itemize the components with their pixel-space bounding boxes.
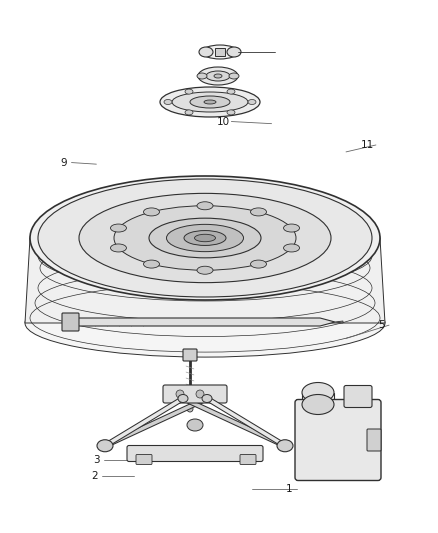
FancyBboxPatch shape — [127, 446, 263, 462]
Ellipse shape — [251, 260, 266, 268]
Ellipse shape — [149, 218, 261, 258]
FancyBboxPatch shape — [62, 313, 79, 331]
Ellipse shape — [202, 394, 212, 402]
Ellipse shape — [110, 244, 127, 252]
Text: 3: 3 — [93, 455, 100, 465]
FancyBboxPatch shape — [344, 385, 372, 408]
Ellipse shape — [198, 67, 238, 85]
Ellipse shape — [202, 45, 238, 59]
Text: 10: 10 — [217, 117, 230, 126]
Ellipse shape — [185, 110, 193, 115]
Ellipse shape — [206, 71, 230, 81]
Ellipse shape — [283, 224, 300, 232]
Ellipse shape — [172, 92, 248, 112]
Ellipse shape — [251, 208, 266, 216]
Ellipse shape — [97, 440, 113, 452]
Text: 5: 5 — [378, 320, 385, 330]
Ellipse shape — [227, 89, 235, 94]
Ellipse shape — [187, 419, 203, 431]
Ellipse shape — [176, 390, 184, 398]
Ellipse shape — [194, 235, 215, 242]
Ellipse shape — [199, 47, 213, 57]
FancyBboxPatch shape — [215, 48, 225, 56]
Ellipse shape — [196, 390, 204, 398]
Text: 1: 1 — [286, 484, 293, 494]
Polygon shape — [25, 238, 385, 323]
Text: 6: 6 — [53, 245, 60, 254]
Text: 8: 8 — [185, 207, 192, 216]
Ellipse shape — [25, 289, 385, 357]
FancyBboxPatch shape — [163, 385, 227, 403]
Ellipse shape — [229, 73, 239, 79]
Ellipse shape — [302, 394, 334, 415]
Ellipse shape — [197, 73, 207, 79]
Ellipse shape — [302, 383, 334, 402]
Ellipse shape — [164, 100, 172, 104]
FancyBboxPatch shape — [240, 455, 256, 464]
Ellipse shape — [197, 266, 213, 274]
Text: 11: 11 — [361, 140, 374, 150]
Ellipse shape — [144, 260, 159, 268]
Ellipse shape — [144, 208, 159, 216]
Ellipse shape — [187, 406, 193, 412]
Ellipse shape — [197, 202, 213, 210]
Ellipse shape — [79, 193, 331, 282]
Ellipse shape — [114, 206, 296, 270]
Ellipse shape — [30, 176, 380, 300]
Ellipse shape — [227, 110, 235, 115]
Text: 7: 7 — [124, 216, 131, 226]
Ellipse shape — [38, 179, 372, 297]
Text: 9: 9 — [60, 158, 67, 167]
Ellipse shape — [214, 74, 222, 78]
Ellipse shape — [283, 244, 300, 252]
Ellipse shape — [166, 224, 244, 252]
FancyBboxPatch shape — [295, 400, 381, 481]
Polygon shape — [75, 318, 335, 326]
Polygon shape — [335, 321, 343, 323]
Ellipse shape — [248, 100, 256, 104]
Text: 4: 4 — [242, 455, 249, 465]
Ellipse shape — [184, 231, 226, 245]
FancyBboxPatch shape — [136, 455, 152, 464]
Ellipse shape — [227, 47, 241, 57]
FancyBboxPatch shape — [367, 429, 381, 451]
Ellipse shape — [110, 224, 127, 232]
FancyBboxPatch shape — [183, 349, 197, 361]
Text: 2: 2 — [91, 471, 98, 481]
Ellipse shape — [178, 394, 188, 402]
Ellipse shape — [190, 96, 230, 108]
Ellipse shape — [277, 440, 293, 452]
Ellipse shape — [160, 87, 260, 117]
Ellipse shape — [185, 89, 193, 94]
Ellipse shape — [204, 100, 216, 104]
